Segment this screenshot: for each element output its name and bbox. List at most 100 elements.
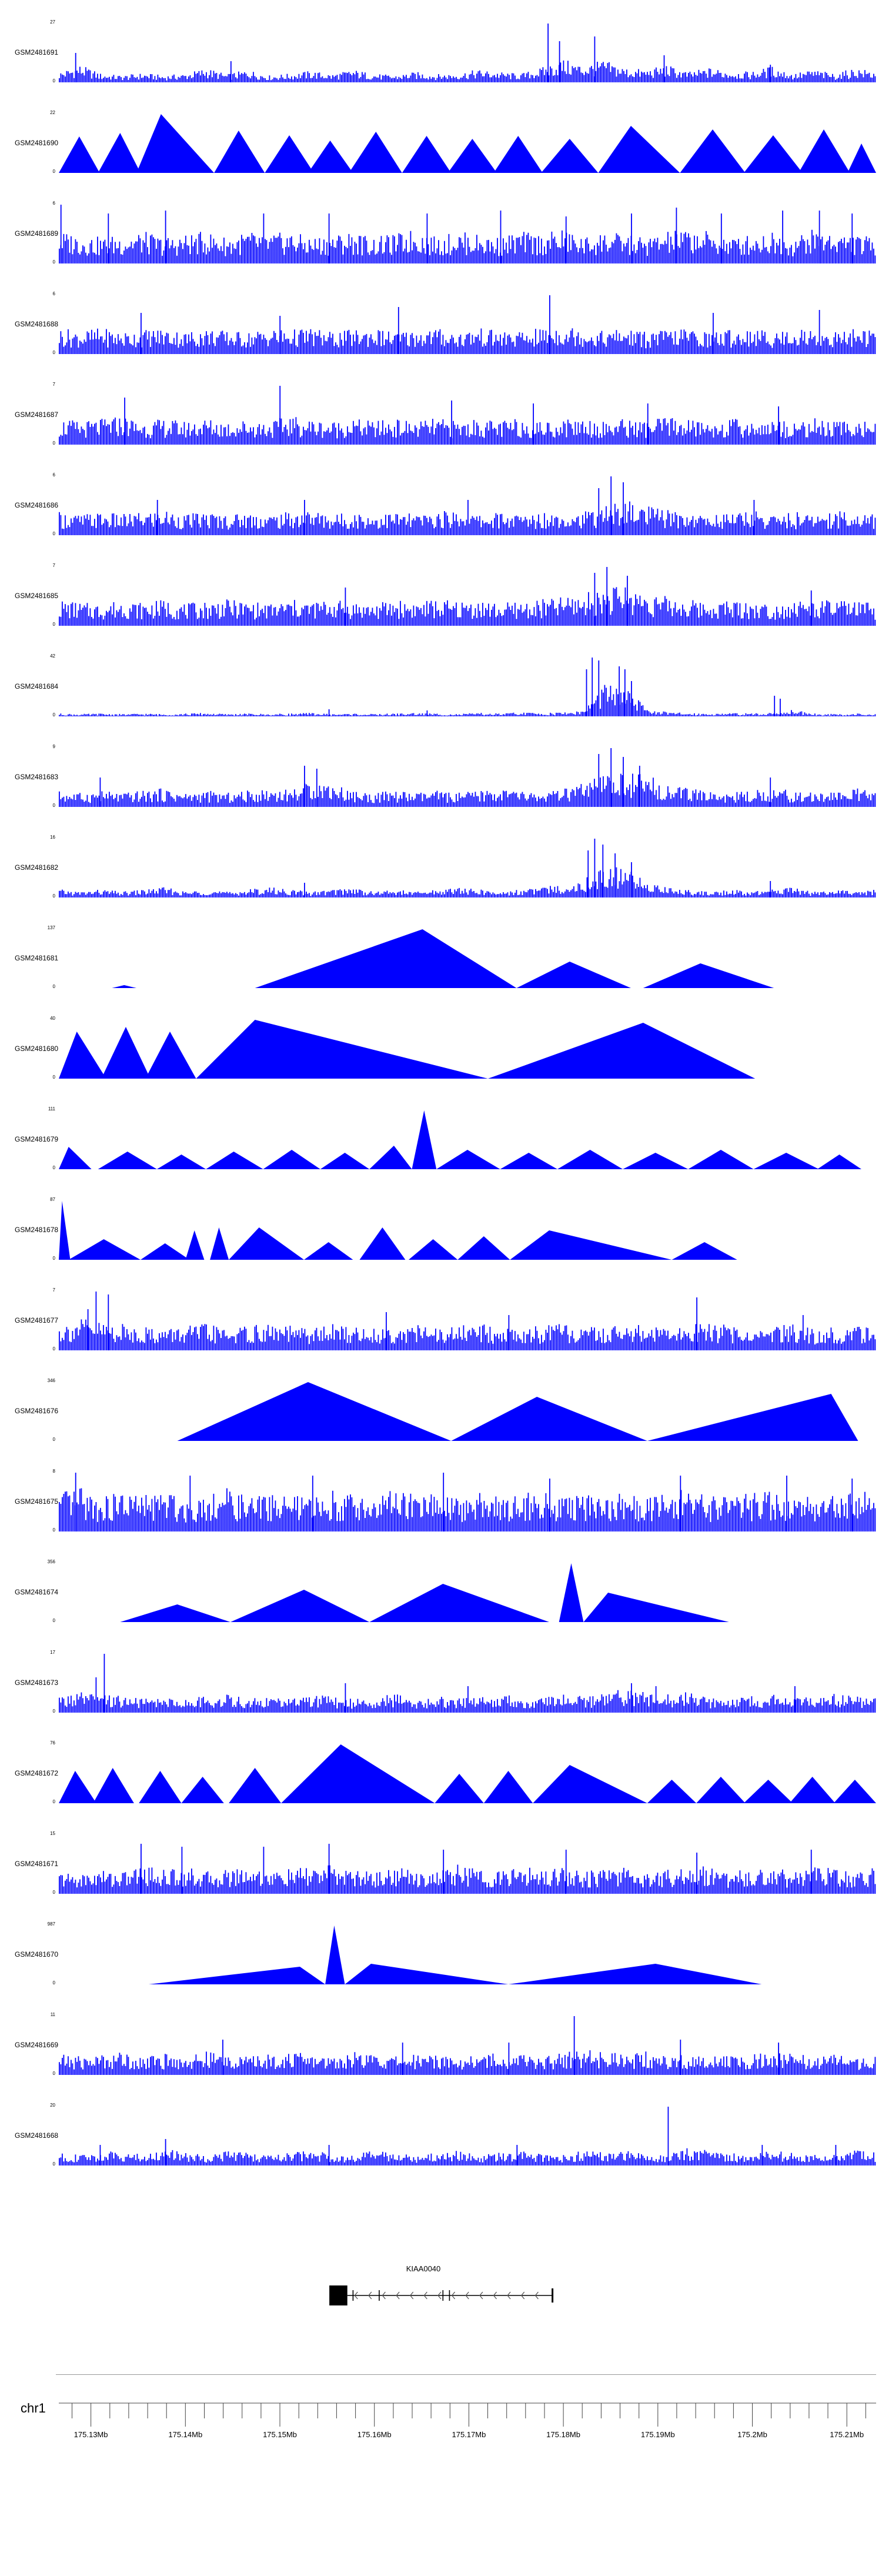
track-row: GSM2481688 6 0 (0, 289, 882, 380)
axis-tick-label: 175.19Mb (641, 2430, 675, 2439)
peak-shape (325, 1926, 345, 1984)
coverage-signal (59, 2016, 876, 2075)
track-row: GSM2481689 6 0 (0, 199, 882, 289)
peak-shape (320, 1153, 370, 1169)
coverage-signal (59, 1473, 876, 1531)
peak-shape (59, 1201, 71, 1260)
track-ymax-label: 111 (48, 1106, 55, 1112)
peak-shape (214, 131, 265, 173)
peak-shape (508, 1964, 762, 1984)
track-row: GSM2481681 137 0 (0, 923, 882, 1014)
track-label: GSM2481682 (15, 863, 59, 872)
peak-shape (483, 1771, 533, 1803)
track-yzero-label: 0 (52, 1709, 55, 1714)
track-ymax-label: 40 (50, 1016, 55, 1021)
track-signal-plot (59, 1020, 756, 1079)
track-yzero-label: 0 (52, 441, 55, 446)
track-label: GSM2481672 (15, 1769, 59, 1777)
peak-shape (516, 962, 631, 988)
strand-arrow-icon (507, 2291, 511, 2300)
axis-tick-label: 175.16Mb (358, 2430, 392, 2439)
peak-shape (847, 144, 876, 173)
peak-shape (304, 1242, 353, 1260)
axis-tick-label: 175.2Mb (737, 2430, 767, 2439)
track-row: GSM2481676 346 0 (0, 1376, 882, 1467)
axis-tick-label: 175.13Mb (74, 2430, 108, 2439)
peak-shape (59, 1147, 92, 1169)
track-signal-plot (59, 295, 876, 354)
track-label: GSM2481688 (15, 320, 59, 328)
peak-shape (789, 1777, 836, 1803)
peak-shape (229, 1227, 304, 1260)
track-ymax-label: 8 (52, 1469, 55, 1474)
peak-shape (59, 1771, 96, 1803)
track-ymax-label: 6 (52, 201, 55, 206)
track-yzero-label: 0 (52, 169, 55, 174)
strand-arrow-icon (396, 2291, 400, 2300)
peak-shape (743, 135, 803, 173)
tracks-container: GSM2481691 27 0 GSM2481690 22 0 GSM24816… (0, 18, 882, 2191)
track-label: GSM2481677 (15, 1316, 59, 1324)
track-ymax-label: 346 (47, 1378, 55, 1383)
strand-arrow-icon (382, 2291, 386, 2300)
peak-shape (265, 135, 314, 173)
peak-shape (447, 139, 497, 173)
exon-box (329, 2285, 348, 2305)
track-label: GSM2481689 (15, 229, 59, 238)
track-ymax-label: 27 (50, 19, 55, 25)
strand-arrow-icon (409, 2291, 414, 2300)
track-ymax-label: 15 (50, 1831, 55, 1836)
track-row: GSM2481682 16 0 (0, 833, 882, 923)
peak-shape (196, 1020, 488, 1079)
track-ymax-label: 137 (47, 925, 55, 930)
track-label: GSM2481670 (15, 1950, 59, 1958)
peak-shape (229, 1768, 282, 1803)
coverage-signal (59, 205, 876, 263)
peak-shape (359, 1227, 406, 1260)
strand-arrow-icon (479, 2291, 483, 2300)
track-signal-plot (120, 1563, 729, 1622)
track-ymax-label: 6 (52, 291, 55, 296)
peak-shape (369, 1146, 412, 1169)
track-label: GSM2481678 (15, 1226, 59, 1234)
track-signal-plot (59, 24, 876, 82)
coverage-signal (59, 295, 876, 354)
peak-shape (139, 1771, 182, 1803)
track-ymax-label: 7 (52, 382, 55, 387)
coverage-signal (59, 24, 876, 82)
track-row: GSM2481668 20 0 (0, 2101, 882, 2191)
track-signal-plot (59, 748, 876, 807)
peak-shape (817, 1154, 861, 1169)
peak-shape (833, 1780, 876, 1803)
axis-tick-label: 175.21Mb (830, 2430, 864, 2439)
coverage-signal (59, 386, 876, 445)
chromosome-label: chr1 (21, 2401, 46, 2415)
gene-end-bar (552, 2288, 554, 2303)
track-signal-plot (59, 1201, 737, 1260)
strand-arrow-icon (465, 2291, 469, 2300)
track-yzero-label: 0 (52, 1980, 55, 1986)
track-label: GSM2481668 (15, 2131, 59, 2140)
coverage-signal (59, 476, 876, 535)
track-ymax-label: 76 (50, 1740, 55, 1746)
track-label: GSM2481676 (15, 1407, 59, 1415)
track-yzero-label: 0 (52, 2161, 55, 2167)
peak-shape (148, 1967, 326, 1984)
track-signal-plot (148, 1926, 762, 1984)
peak-shape (156, 1154, 206, 1169)
peak-shape (349, 132, 402, 173)
coverage-signal (59, 567, 876, 626)
peak-shape (598, 126, 680, 173)
axis-separator-line (56, 2374, 876, 2375)
peak-shape (308, 141, 353, 173)
track-signal-plot (59, 1292, 876, 1350)
peak-shape (435, 1774, 484, 1803)
track-row: GSM2481670 987 0 (0, 1920, 882, 2010)
peak-shape (206, 1152, 263, 1169)
strand-arrow-icon (493, 2291, 497, 2300)
track-signal-plot (59, 476, 876, 535)
peak-shape (59, 136, 100, 173)
track-signal-plot (59, 1654, 876, 1713)
track-signal-plot (59, 114, 876, 173)
